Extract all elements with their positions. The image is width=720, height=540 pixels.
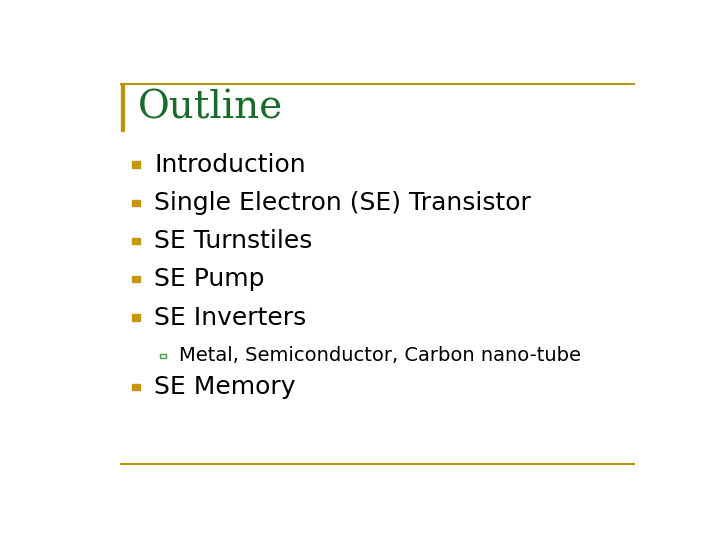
Text: SE Pump: SE Pump — [154, 267, 265, 292]
Bar — [132, 276, 140, 282]
Text: Outline: Outline — [138, 90, 283, 127]
Bar — [132, 161, 140, 168]
Bar — [160, 354, 166, 358]
Bar — [132, 384, 140, 390]
Bar — [132, 200, 140, 206]
Text: SE Turnstiles: SE Turnstiles — [154, 229, 312, 253]
Bar — [121, 84, 124, 131]
Text: Metal, Semiconductor, Carbon nano-tube: Metal, Semiconductor, Carbon nano-tube — [179, 346, 581, 366]
Text: Single Electron (SE) Transistor: Single Electron (SE) Transistor — [154, 191, 531, 215]
Text: Introduction: Introduction — [154, 153, 306, 177]
Bar — [132, 238, 140, 244]
Text: SE Inverters: SE Inverters — [154, 306, 307, 329]
Text: SE Memory: SE Memory — [154, 375, 296, 399]
Bar — [132, 314, 140, 321]
